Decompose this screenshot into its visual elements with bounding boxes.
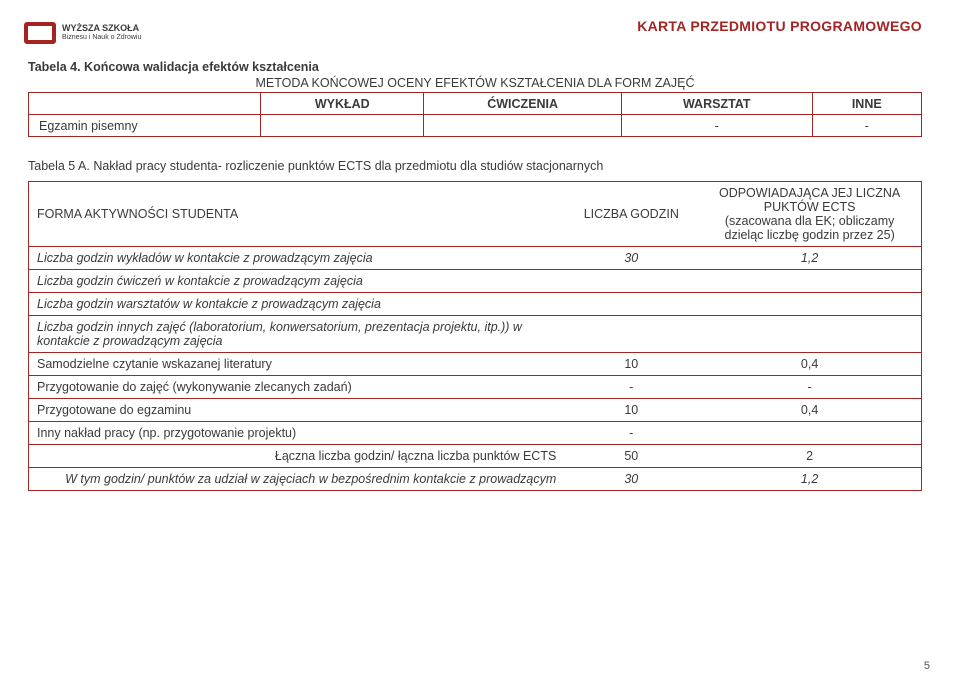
table5-summary-ects: 1,2	[698, 468, 921, 491]
page-number: 5	[924, 660, 930, 672]
table4-cell-3: -	[812, 115, 921, 137]
table4-row: Egzamin pisemny - -	[29, 115, 922, 137]
table4-row-label: Egzamin pisemny	[29, 115, 261, 137]
table5-row: Przygotowane do egzaminu100,4	[29, 399, 922, 422]
table5-cell-hours: 30	[564, 247, 698, 270]
table5-cell-activity: Przygotowane do egzaminu	[29, 399, 565, 422]
table4-cell-2: -	[621, 115, 812, 137]
table4-header-cwiczenia: ĆWICZENIA	[424, 93, 622, 115]
table5-header-ects-note: (szacowana dla EK; obliczamy dzieląc lic…	[725, 214, 895, 242]
table5-cell-activity: Inny nakład pracy (np. przygotowanie pro…	[29, 422, 565, 445]
logo-line1: WYŻSZA SZKOŁA	[62, 24, 141, 34]
table5-cell-hours: 10	[564, 353, 698, 376]
logo: WYŻSZA SZKOŁA Biznesu i Nauk o Zdrowiu	[24, 14, 164, 52]
table5-header-hours: LICZBA GODZIN	[564, 182, 698, 247]
table5-summary-ects: 2	[698, 445, 921, 468]
logo-line2: Biznesu i Nauk o Zdrowiu	[62, 34, 141, 42]
table5-summary-hours: 50	[564, 445, 698, 468]
table5-cell-activity: Liczba godzin warsztatów w kontakcie z p…	[29, 293, 565, 316]
table4-header-empty	[29, 93, 261, 115]
table5-cell-ects	[698, 316, 921, 353]
table4-header-inne: INNE	[812, 93, 921, 115]
table5-row: Samodzielne czytanie wskazanej literatur…	[29, 353, 922, 376]
table5-cell-hours: 10	[564, 399, 698, 422]
table4-header-wyklad: WYKŁAD	[261, 93, 424, 115]
table5-row: Inny nakład pracy (np. przygotowanie pro…	[29, 422, 922, 445]
table4: WYKŁAD ĆWICZENIA WARSZTAT INNE Egzamin p…	[28, 92, 922, 137]
table5-cell-activity: Przygotowanie do zajęć (wykonywanie zlec…	[29, 376, 565, 399]
table5-summary-label: Łączna liczba godzin/ łączna liczba punk…	[29, 445, 565, 468]
table5-cell-hours: -	[564, 376, 698, 399]
table4-header-row: WYKŁAD ĆWICZENIA WARSZTAT INNE	[29, 93, 922, 115]
table5-cell-activity: Liczba godzin innych zajęć (laboratorium…	[29, 316, 565, 353]
table5-cell-hours	[564, 316, 698, 353]
table5-cell-ects	[698, 293, 921, 316]
table5-cell-ects: -	[698, 376, 921, 399]
table5-cell-ects: 0,4	[698, 399, 921, 422]
table5-cell-ects: 1,2	[698, 247, 921, 270]
table5-header-row: FORMA AKTYWNOŚCI STUDENTA LICZBA GODZIN …	[29, 182, 922, 247]
table5-row: Liczba godzin innych zajęć (laboratorium…	[29, 316, 922, 353]
table5-cell-ects: 0,4	[698, 353, 921, 376]
table5-cell-hours	[564, 293, 698, 316]
table5-row: Liczba godzin warsztatów w kontakcie z p…	[29, 293, 922, 316]
table5-cell-ects	[698, 270, 921, 293]
table5-row: Liczba godzin wykładów w kontakcie z pro…	[29, 247, 922, 270]
table4-subcaption: METODA KOŃCOWEJ OCENY EFEKTÓW KSZTAŁCENI…	[28, 76, 922, 90]
table5-cell-hours	[564, 270, 698, 293]
table5-summary-label: W tym godzin/ punktów za udział w zajęci…	[29, 468, 565, 491]
table4-cell-0	[261, 115, 424, 137]
table5-summary-row: Łączna liczba godzin/ łączna liczba punk…	[29, 445, 922, 468]
table5: FORMA AKTYWNOŚCI STUDENTA LICZBA GODZIN …	[28, 181, 922, 491]
table5-cell-activity: Liczba godzin ćwiczeń w kontakcie z prow…	[29, 270, 565, 293]
table4-header-warsztat: WARSZTAT	[621, 93, 812, 115]
content: Tabela 4. Końcowa walidacja efektów kszt…	[28, 60, 922, 491]
document-header: KARTA PRZEDMIOTU PROGRAMOWEGO	[637, 18, 922, 34]
table5-row: Liczba godzin ćwiczeń w kontakcie z prow…	[29, 270, 922, 293]
table5-header-activity: FORMA AKTYWNOŚCI STUDENTA	[29, 182, 565, 247]
table5-header-ects: ODPOWIADAJĄCA JEJ LICZNA PUKTÓW ECTS (sz…	[698, 182, 921, 247]
table5-row: Przygotowanie do zajęć (wykonywanie zlec…	[29, 376, 922, 399]
table4-caption: Tabela 4. Końcowa walidacja efektów kszt…	[28, 60, 922, 74]
table5-summary-row: W tym godzin/ punktów za udział w zajęci…	[29, 468, 922, 491]
table5-cell-activity: Liczba godzin wykładów w kontakcie z pro…	[29, 247, 565, 270]
table5-cell-activity: Samodzielne czytanie wskazanej literatur…	[29, 353, 565, 376]
table5-header-ects-label: ODPOWIADAJĄCA JEJ LICZNA PUKTÓW ECTS	[719, 186, 900, 214]
table4-cell-1	[424, 115, 622, 137]
table5-caption: Tabela 5 A. Nakład pracy studenta- rozli…	[28, 159, 922, 173]
table5-cell-hours: -	[564, 422, 698, 445]
table5-cell-ects	[698, 422, 921, 445]
logo-icon	[24, 22, 56, 44]
table5-summary-hours: 30	[564, 468, 698, 491]
